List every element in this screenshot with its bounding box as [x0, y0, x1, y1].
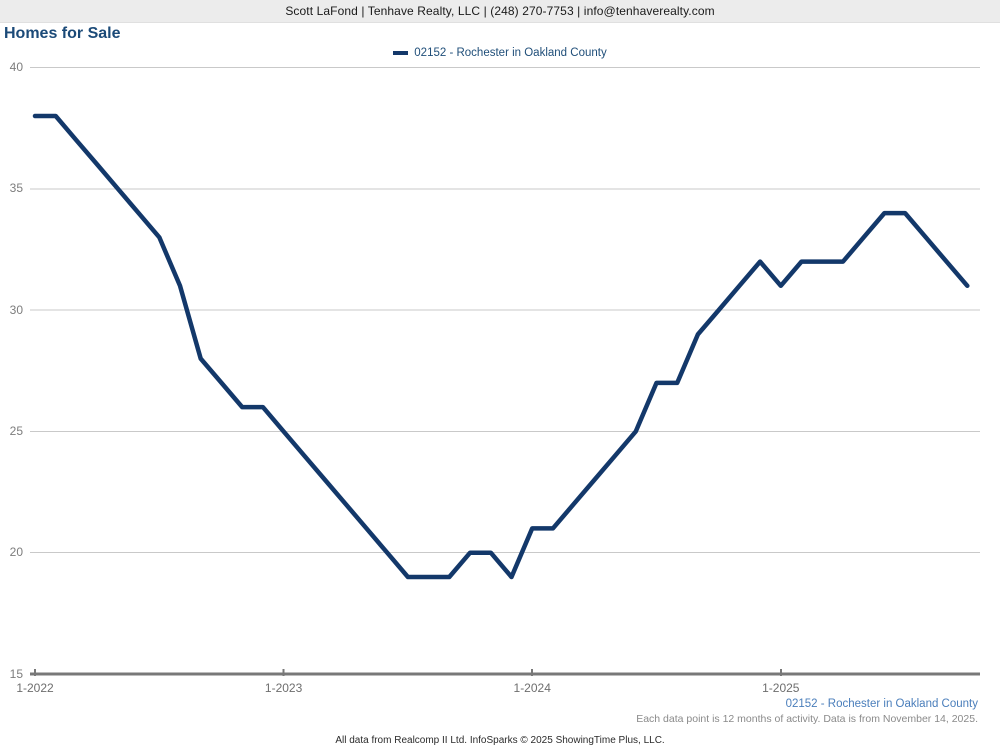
series-line — [32, 113, 970, 580]
y-axis-label-15: 15 — [9, 666, 23, 681]
y-axis-label-35: 35 — [9, 181, 23, 196]
x-axis-label-1-2024: 1-2024 — [513, 681, 551, 695]
series-footnote: 02152 - Rochester in Oakland County — [785, 698, 978, 710]
legend-series-label: 02152 - Rochester in Oakland County — [414, 47, 607, 59]
y-axis-label-40: 40 — [9, 60, 23, 74]
y-axis-label-30: 30 — [9, 302, 23, 317]
contact-info-text: Scott LaFond | Tenhave Realty, LLC | (24… — [285, 4, 715, 18]
y-axis-label-25: 25 — [9, 423, 23, 438]
legend-line-swatch-icon — [393, 50, 409, 56]
data-source-footnote: All data from Realcomp II Ltd. InfoSpark… — [335, 735, 665, 746]
contact-header-bar: Scott LaFond | Tenhave Realty, LLC | (24… — [0, 0, 1000, 23]
y-axis-label-20: 20 — [9, 545, 23, 560]
x-axis-label-1-2025: 1-2025 — [762, 681, 800, 695]
x-axis-label-1-2022: 1-2022 — [16, 681, 54, 695]
activity-footnote: Each data point is 12 months of activity… — [636, 713, 978, 725]
x-axis-label-1-2023: 1-2023 — [264, 681, 303, 695]
page-title: Homes for Sale — [4, 25, 121, 42]
chart-legend: 02152 - Rochester in Oakland County — [0, 47, 1000, 59]
